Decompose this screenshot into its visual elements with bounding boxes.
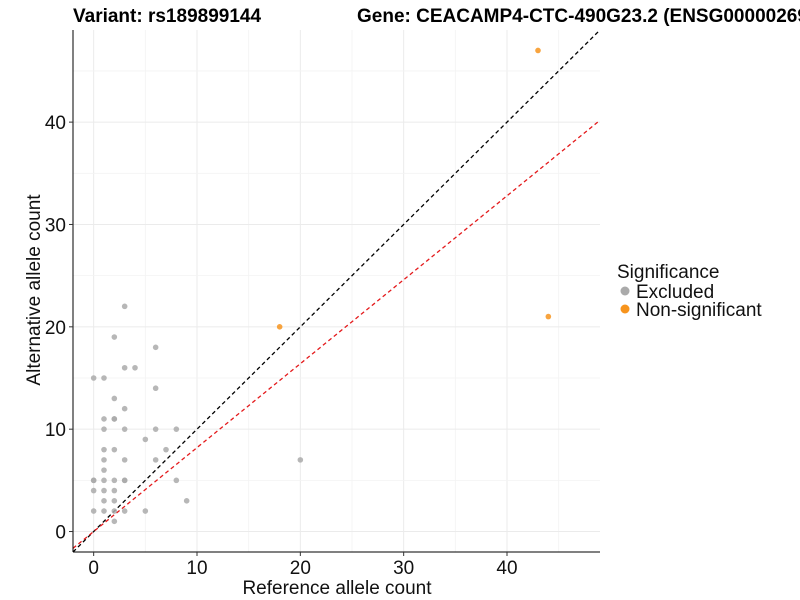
data-point (121, 457, 128, 463)
data-point (297, 457, 304, 463)
data-point (101, 498, 107, 504)
legend-title: Significance (617, 262, 719, 283)
x-tick-label: 10 (186, 558, 207, 579)
data-point (132, 364, 138, 371)
x-tick-label: 40 (496, 558, 517, 579)
grid-lines (73, 30, 600, 552)
data-point (101, 508, 107, 514)
legend-swatch-non-significant (620, 304, 630, 314)
data-point (545, 313, 552, 320)
data-point (111, 395, 118, 402)
data-point (101, 375, 107, 381)
data-point (152, 385, 159, 392)
y-tick-label: 20 (45, 318, 66, 339)
legend-label-non-significant: Non-significant (636, 300, 762, 321)
data-point (152, 344, 159, 351)
data-point (152, 457, 159, 463)
data-point (101, 477, 107, 484)
x-tick-label: 0 (88, 558, 99, 579)
data-point (111, 334, 118, 340)
chart-title-variant: Variant: rs189899144 (73, 6, 261, 27)
x-tick-label: 30 (393, 558, 414, 579)
data-point (121, 508, 128, 514)
data-point (101, 446, 107, 453)
data-point (173, 426, 180, 432)
reference-line (72, 29, 601, 553)
data-point (111, 518, 118, 525)
y-tick-label: 30 (45, 215, 66, 236)
data-point (173, 477, 180, 484)
data-point (121, 426, 128, 432)
data-point (101, 487, 107, 494)
data-point (101, 457, 107, 463)
data-point (121, 477, 128, 484)
data-point (101, 467, 107, 473)
data-point (111, 477, 118, 484)
data-point (163, 446, 169, 453)
data-point (111, 487, 118, 494)
data-point (142, 508, 149, 514)
tick-labels: 0 10 20 30 40 0 10 20 30 40 (45, 113, 518, 579)
data-point (111, 498, 118, 504)
legend-swatch-excluded (620, 286, 630, 296)
data-point (142, 436, 149, 443)
chart-title-gene: Gene: CEACAMP4-CTC-490G23.2 (ENSG0000026… (357, 6, 800, 27)
data-point (121, 303, 128, 310)
legend: Significance Excluded Non-significant (617, 262, 762, 321)
data-point (121, 405, 128, 412)
data-point (152, 426, 159, 432)
data-point (121, 364, 128, 371)
data-point (101, 416, 107, 422)
axes (69, 30, 600, 556)
legend-label-excluded: Excluded (636, 282, 714, 303)
data-point (90, 487, 97, 494)
data-point (111, 446, 118, 453)
y-tick-label: 40 (45, 113, 66, 134)
y-axis-title: Alternative allele count (24, 194, 45, 386)
x-axis-title: Reference allele count (242, 578, 432, 599)
data-point (183, 498, 190, 504)
reference-lines (72, 29, 601, 553)
data-point (90, 477, 97, 484)
data-point (111, 416, 118, 422)
x-tick-label: 20 (290, 558, 311, 579)
data-point (276, 324, 283, 330)
y-tick-label: 10 (45, 420, 66, 441)
reference-line (72, 119, 601, 549)
data-point (535, 47, 541, 54)
data-points (90, 47, 552, 525)
data-point (90, 375, 97, 381)
data-point (111, 508, 118, 514)
y-tick-label: 0 (55, 523, 66, 544)
data-point (101, 426, 107, 432)
data-point (90, 508, 97, 514)
